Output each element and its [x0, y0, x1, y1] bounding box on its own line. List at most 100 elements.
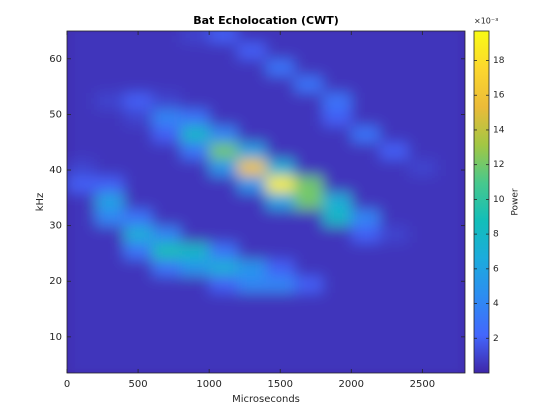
heatmap-cell: [95, 125, 125, 143]
heatmap-cell: [123, 309, 153, 327]
heatmap-cell: [95, 58, 125, 76]
heatmap-cell: [294, 31, 324, 43]
colorbar: [474, 31, 489, 373]
heatmap-cell: [436, 342, 465, 360]
heatmap-cell: [180, 31, 210, 43]
heatmap-cell: [209, 325, 239, 343]
heatmap-cell: [294, 259, 324, 277]
heatmap-cell: [209, 342, 239, 360]
heatmap-cell: [408, 275, 438, 293]
heatmap-cell: [294, 192, 324, 210]
heatmap-cell: [152, 325, 182, 343]
heatmap-cell: [209, 58, 239, 76]
heatmap-cell: [67, 292, 96, 310]
heatmap-cell: [351, 58, 381, 76]
heatmap-cell: [95, 225, 125, 243]
heatmap-cell: [209, 175, 239, 193]
heatmap-cell: [152, 108, 182, 127]
heatmap-cell: [152, 342, 182, 360]
x-tick-label: 2000: [339, 379, 364, 390]
heatmap-cell: [209, 158, 239, 177]
heatmap: [67, 31, 465, 373]
heatmap-cell: [123, 175, 153, 193]
heatmap-cell: [379, 75, 409, 93]
y-axis-label: kHz: [35, 193, 46, 212]
heatmap-cell: [152, 208, 182, 227]
heatmap-cell: [351, 158, 381, 177]
heatmap-cell: [408, 31, 438, 43]
heatmap-cell: [180, 175, 210, 193]
heatmap-cell: [436, 158, 465, 177]
heatmap-cell: [67, 108, 96, 127]
colorbar-tick-label: 16: [493, 91, 505, 101]
heatmap-cell: [379, 359, 409, 373]
heatmap-cell: [152, 42, 182, 60]
heatmap-cell: [180, 292, 210, 310]
heatmap-cell: [266, 175, 295, 193]
heatmap-cell: [436, 325, 465, 343]
colorbar-tick-label: 4: [493, 299, 499, 309]
heatmap-cell: [123, 192, 153, 210]
heatmap-cell: [95, 31, 125, 43]
heatmap-cell: [351, 275, 381, 293]
heatmap-cell: [408, 192, 438, 210]
heatmap-cell: [294, 142, 324, 160]
heatmap-cell: [152, 359, 182, 373]
heatmap-cell: [67, 125, 96, 143]
heatmap-cell: [123, 92, 153, 110]
heatmap-cell: [322, 92, 352, 110]
heatmap-cell: [237, 225, 267, 243]
chart-title: Bat Echolocation (CWT): [193, 14, 339, 27]
heatmap-cell: [123, 125, 153, 143]
heatmap-cell: [436, 31, 465, 43]
heatmap-cell: [209, 108, 239, 127]
heatmap-cell: [436, 359, 465, 373]
heatmap-cell: [67, 342, 96, 360]
heatmap-cell: [152, 125, 182, 143]
heatmap-cell: [237, 42, 267, 60]
heatmap-cell: [237, 309, 267, 327]
heatmap-cell: [322, 108, 352, 127]
heatmap-cell: [379, 158, 409, 177]
heatmap-cell: [266, 292, 295, 310]
heatmap-cell: [67, 225, 96, 243]
heatmap-cell: [266, 31, 295, 43]
heatmap-cell: [152, 275, 182, 293]
heatmap-cell: [95, 92, 125, 110]
heatmap-cell: [123, 75, 153, 93]
heatmap-cell: [322, 359, 352, 373]
y-tick-label: 50: [49, 109, 62, 120]
heatmap-cell: [152, 225, 182, 243]
heatmap-cell: [209, 292, 239, 310]
heatmap-cell: [209, 125, 239, 143]
heatmap-cell: [67, 158, 96, 177]
heatmap-cell: [180, 208, 210, 227]
heatmap-cell: [294, 208, 324, 227]
heatmap-cell: [294, 75, 324, 93]
heatmap-cell: [408, 292, 438, 310]
heatmap-cell: [237, 92, 267, 110]
heatmap-cell: [237, 31, 267, 43]
colorbar-tick-label: 10: [493, 195, 505, 205]
heatmap-cell: [351, 75, 381, 93]
heatmap-cell: [209, 259, 239, 277]
heatmap-cell: [436, 242, 465, 260]
heatmap-cell: [266, 325, 295, 343]
heatmap-cell: [180, 142, 210, 160]
heatmap-cell: [436, 42, 465, 60]
heatmap-cell: [237, 208, 267, 227]
heatmap-cell: [67, 142, 96, 160]
heatmap-cell: [95, 158, 125, 177]
heatmap-cell: [351, 175, 381, 193]
heatmap-cell: [266, 108, 295, 127]
heatmap-cell: [67, 208, 96, 227]
heatmap-cell: [322, 325, 352, 343]
heatmap-cell: [266, 75, 295, 93]
heatmap-cell: [209, 31, 239, 43]
heatmap-cell: [180, 342, 210, 360]
heatmap-cell: [322, 75, 352, 93]
heatmap-cell: [95, 325, 125, 343]
heatmap-cell: [123, 142, 153, 160]
heatmap-cell: [379, 42, 409, 60]
